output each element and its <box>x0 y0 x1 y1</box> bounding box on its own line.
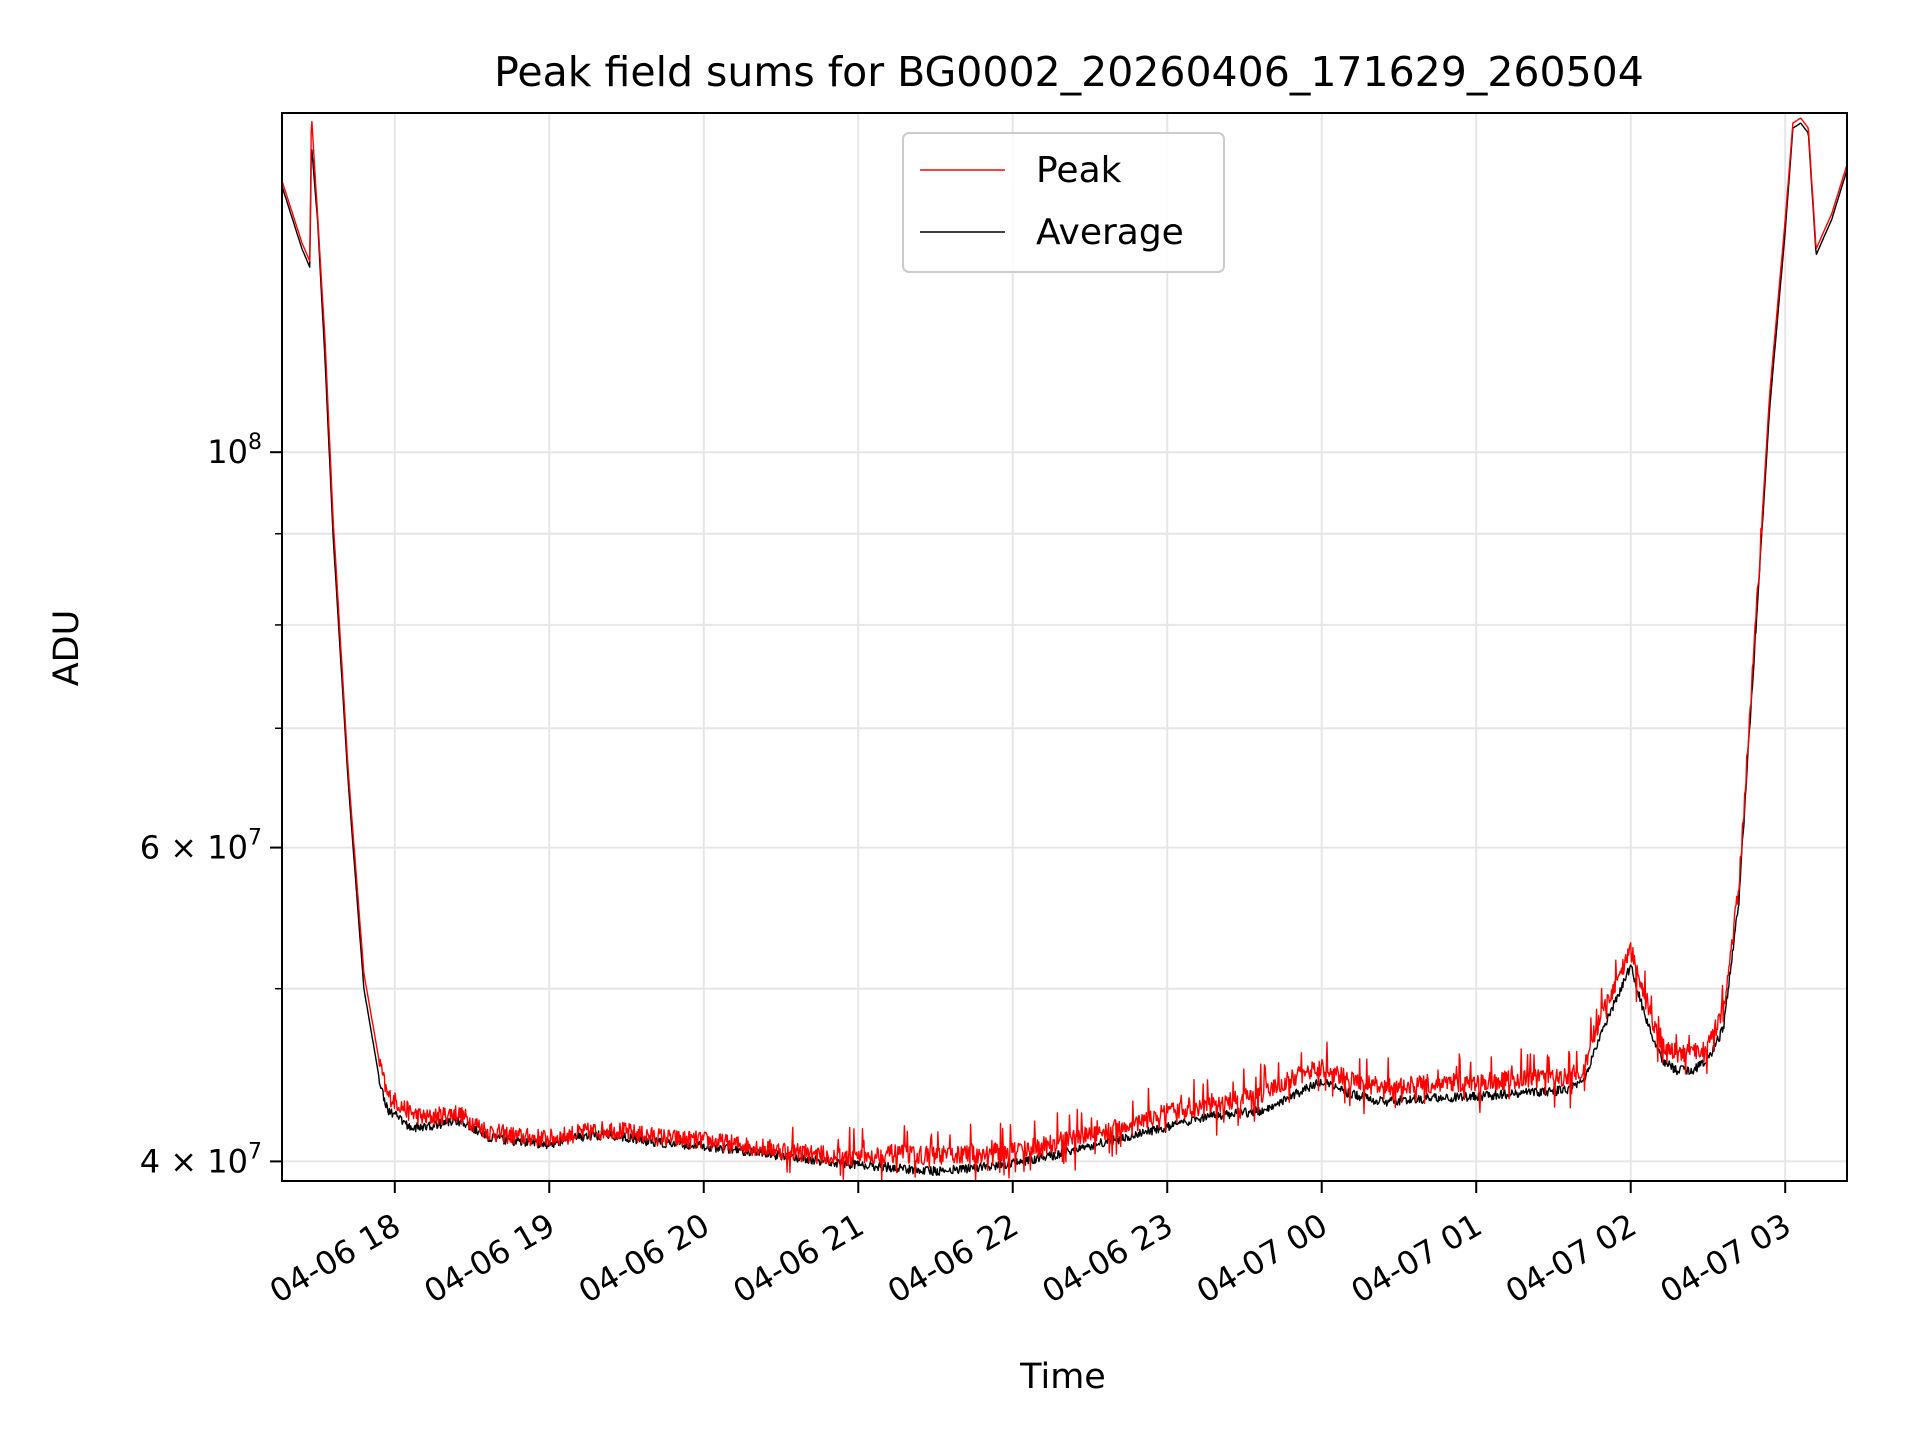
y-tick-label: 108 <box>207 430 262 471</box>
chart-title: Peak field sums for BG0002_20260406_1716… <box>494 48 1644 96</box>
y-axis-label: ADU <box>47 610 87 687</box>
series-peak-line <box>281 117 1848 1182</box>
series-layer <box>281 117 1848 1182</box>
legend-label-average: Average <box>1036 212 1184 253</box>
legend: Peak Average <box>902 132 1225 273</box>
legend-box <box>902 132 1225 273</box>
legend-label-peak: Peak <box>1036 150 1122 191</box>
plot-area-frame <box>281 112 1848 1182</box>
y-tick-label: 6 × 107 <box>140 826 262 867</box>
y-tick-label: 4 × 107 <box>140 1139 262 1180</box>
x-axis-label: Time <box>1019 1357 1106 1397</box>
